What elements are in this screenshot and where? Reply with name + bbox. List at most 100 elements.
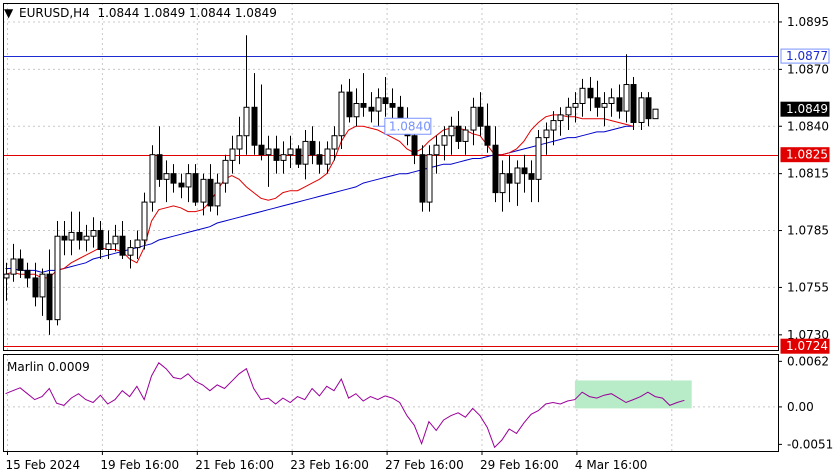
y-tick-label: 1.0840 [787, 119, 829, 133]
candle [535, 130, 542, 203]
candle [251, 73, 258, 155]
candle-body-bull [499, 173, 506, 194]
candle [411, 130, 418, 165]
candle-body-bull [470, 106, 477, 131]
candle-body-bear [382, 97, 389, 104]
candle [90, 217, 97, 248]
candle-body-bull [331, 135, 338, 150]
candle [32, 262, 39, 307]
symbol-info: EURUSD,H4 1.0844 1.0849 1.0844 1.0849 [19, 6, 277, 20]
candle [338, 84, 345, 150]
price-label-box [780, 338, 830, 354]
candle [550, 111, 557, 146]
x-tick-label: 21 Feb 16:00 [195, 458, 274, 472]
highlight-rectangle[interactable] [574, 380, 692, 409]
candle-body-bull [10, 258, 17, 275]
chart-frames [3, 3, 779, 452]
x-tick-label: 27 Feb 16:00 [385, 458, 464, 472]
candle-body-bull [200, 178, 207, 203]
candle-body-bear [346, 91, 353, 118]
candle-body-bull [652, 108, 659, 120]
candle [645, 92, 652, 127]
price-label-red[interactable]: 1.0724 [780, 338, 830, 354]
price-label-black[interactable]: 1.0849 [780, 101, 830, 117]
candle [353, 88, 360, 127]
candle [455, 111, 462, 150]
indicator-label: Marlin 0.0009 [7, 360, 90, 374]
candle-body-bear [17, 258, 24, 271]
candle [506, 154, 513, 203]
candle [61, 221, 68, 256]
candle [105, 230, 112, 259]
candle [565, 97, 572, 131]
candle [68, 211, 75, 256]
candle-body-bull [141, 201, 148, 241]
candle [470, 97, 477, 146]
candle-body-bear [389, 102, 396, 108]
price-label-value: 1.0724 [786, 339, 828, 353]
candle [514, 160, 521, 206]
candle-body-bear [521, 167, 528, 175]
candle [448, 116, 455, 155]
symbol-menu-icon[interactable]: ▼ [4, 6, 14, 20]
candle-body-bull [302, 140, 309, 165]
candle-body-bear [207, 178, 214, 207]
candle-body-bull [90, 230, 97, 237]
x-tick-label: 19 Feb 16:00 [100, 458, 179, 472]
candle [302, 130, 309, 180]
candle [295, 145, 302, 168]
candle [521, 154, 528, 193]
callout-box[interactable] [384, 117, 432, 135]
candle-body-bear [258, 144, 265, 156]
x-tick-label: 15 Feb 2024 [6, 458, 81, 472]
candle [579, 78, 586, 117]
candle-body-bull [112, 235, 119, 245]
candle-body-bull [535, 137, 542, 180]
candle [543, 122, 550, 155]
price-label-value: 1.0877 [786, 49, 828, 63]
marlin-oscillator-line [5, 362, 685, 449]
candle [528, 160, 535, 203]
candle-body-bear [419, 154, 426, 203]
price-label-blue[interactable]: 1.0877 [780, 48, 830, 64]
price-label-red[interactable]: 1.0825 [780, 147, 830, 163]
candle-body-bear [492, 144, 499, 194]
candle [192, 164, 199, 206]
candle-body-bull [338, 91, 345, 137]
candle-body-bear [309, 140, 316, 156]
candle [200, 173, 207, 216]
candle-body-bear [528, 173, 535, 180]
candle [287, 135, 294, 168]
y-tick-label: 1.0815 [787, 167, 829, 181]
horizontal-levels[interactable] [3, 56, 778, 347]
oscillator-panel-frame [3, 354, 779, 452]
candle-body-bear [24, 269, 31, 279]
candle [214, 173, 221, 216]
candle [419, 145, 426, 212]
candle-body-bull [83, 235, 90, 241]
candle-body-bear [273, 148, 280, 161]
candle-body-bull [353, 102, 360, 118]
candle-body-bear [178, 182, 185, 188]
candle-body-bull [448, 125, 455, 137]
candle-body-bull [623, 84, 630, 112]
candle-body-bull [214, 182, 221, 207]
candle [134, 230, 141, 259]
candle [587, 76, 594, 112]
candle [441, 126, 448, 161]
price-label-box [780, 101, 830, 117]
candle [185, 164, 192, 203]
candle-body-bull [579, 87, 586, 104]
candle-body-bull [550, 120, 557, 131]
candle [382, 76, 389, 117]
candle-body-bull [572, 102, 579, 108]
candle [46, 249, 53, 335]
candle-body-bear [368, 106, 375, 112]
candle [258, 84, 265, 161]
ma-slow-line [5, 125, 634, 273]
candle [492, 126, 499, 203]
oscillator-highlight-layer [574, 380, 692, 409]
x-tick-label: 4 Mar 16:00 [575, 458, 648, 472]
candle [331, 126, 338, 161]
